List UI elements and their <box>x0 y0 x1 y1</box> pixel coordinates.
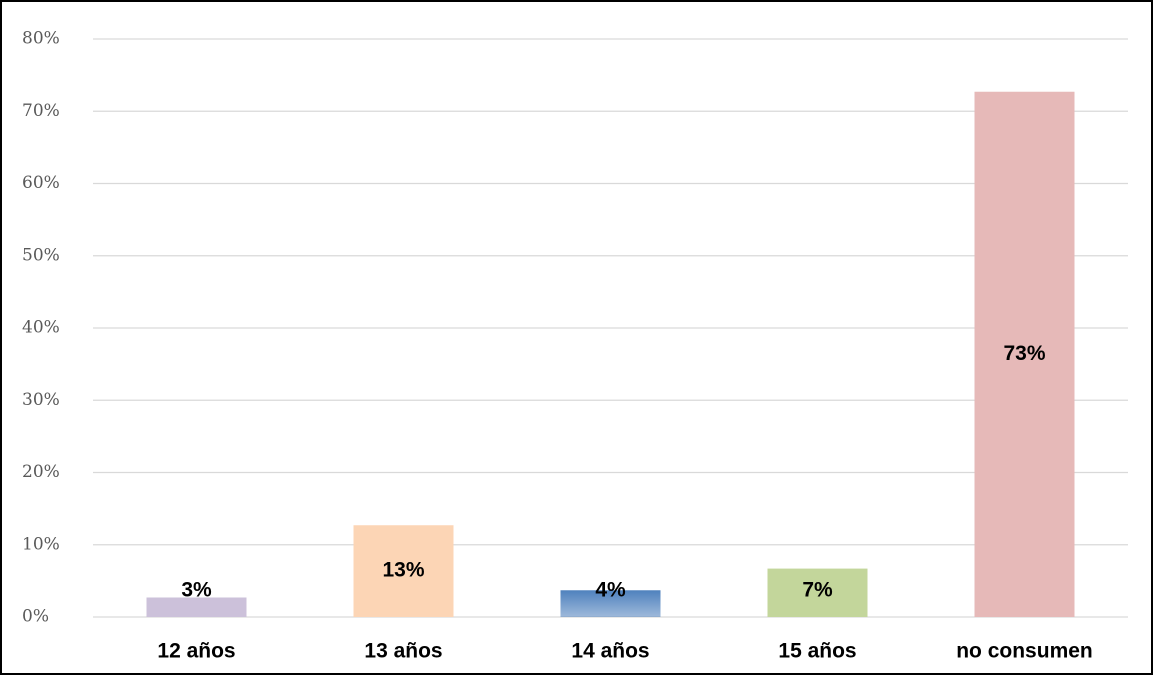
y-tick-label: 0% <box>22 607 49 627</box>
data-label: 7% <box>802 579 833 602</box>
y-tick-label: 70% <box>22 101 60 121</box>
bar <box>146 597 247 617</box>
data-label: 13% <box>382 559 424 582</box>
bar <box>353 525 454 617</box>
x-tick-label: 12 años <box>157 640 235 663</box>
x-tick-label: 15 años <box>778 640 856 663</box>
y-tick-label: 20% <box>22 462 60 482</box>
y-tick-label: 60% <box>22 173 60 193</box>
y-tick-label: 50% <box>22 245 60 265</box>
bar <box>560 590 661 617</box>
x-tick-label: no consumen <box>956 640 1093 663</box>
y-tick-label: 10% <box>22 534 60 554</box>
data-label: 73% <box>1003 342 1045 365</box>
data-label: 3% <box>181 579 212 602</box>
y-tick-label: 30% <box>22 390 60 410</box>
x-tick-label: 14 años <box>571 640 649 663</box>
y-tick-label: 80% <box>22 29 60 49</box>
bar <box>767 568 868 617</box>
data-label: 4% <box>595 579 626 602</box>
y-tick-label: 40% <box>22 318 60 338</box>
bar <box>974 91 1075 618</box>
x-tick-label: 13 años <box>364 640 442 663</box>
